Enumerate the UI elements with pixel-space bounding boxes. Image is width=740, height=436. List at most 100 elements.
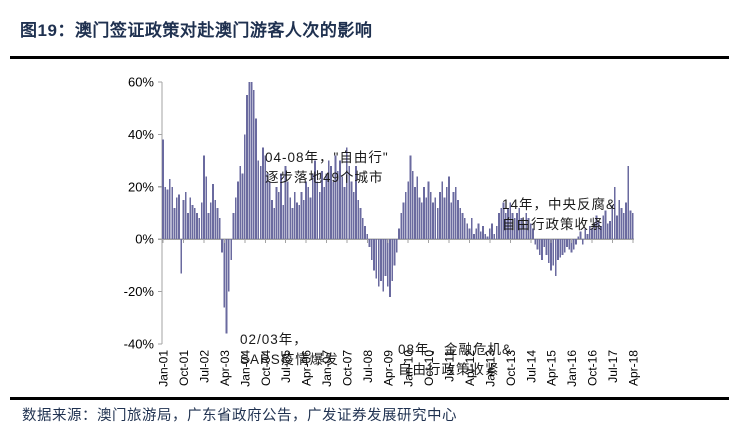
bar (536, 239, 539, 250)
y-axis-tick-label: -40% (124, 337, 155, 352)
bar (164, 186, 167, 240)
bar (187, 213, 189, 240)
data-source-note: 数据来源：澳门旅游局，广东省政府公告，广发证券发展研究中心 (22, 408, 457, 424)
annotation-line: 14年，中央反腐& (502, 197, 617, 212)
bar (264, 155, 267, 240)
x-axis-tick-label: Jul-17 (606, 350, 620, 383)
x-axis-tick-label: Jul-02 (197, 350, 211, 383)
bar (509, 202, 512, 240)
bar (416, 176, 419, 240)
bar (432, 202, 434, 240)
bar (198, 218, 201, 240)
bar (423, 186, 425, 240)
x-axis-tick-label: Apr-09 (381, 350, 395, 386)
annotation-line: 自由行政策收紧 (502, 217, 604, 232)
bar (252, 89, 255, 240)
bar (273, 207, 276, 240)
bar (380, 239, 382, 282)
bar (323, 186, 326, 240)
bar (382, 239, 385, 292)
bar (588, 226, 591, 240)
bar (484, 233, 487, 240)
annotation-line: 08年，金融危机& (398, 342, 513, 357)
x-axis-tick-label: Jul-08 (361, 350, 375, 383)
x-axis-tick-label: Apr-03 (218, 350, 232, 386)
bar (466, 223, 468, 240)
figure-title: 图19：澳门签证政策对赴澳门游客人次的影响 (20, 21, 373, 40)
bar (391, 239, 394, 282)
bar (618, 199, 621, 240)
bar (336, 171, 339, 240)
bar (228, 239, 230, 292)
bar (523, 223, 525, 240)
annotation-line: SARS疫情爆发 (240, 352, 339, 367)
bar (400, 213, 403, 240)
bar (355, 165, 357, 240)
bar (311, 173, 314, 240)
bar (373, 239, 375, 271)
bar (178, 194, 180, 240)
bar (570, 239, 573, 253)
chart-area: 60% 40% 20% 0% -20% -40% Jan-01 Oct-01 Jul-02 Apr… (0, 62, 740, 398)
bar (307, 186, 310, 240)
bar (398, 228, 400, 240)
bar (221, 239, 223, 253)
bar (330, 165, 332, 240)
bar (566, 239, 568, 248)
bar (543, 239, 546, 248)
bar (386, 239, 389, 287)
bar (230, 239, 232, 261)
bar (488, 228, 491, 240)
bar (622, 213, 625, 240)
bar (572, 239, 575, 250)
bar (271, 199, 273, 240)
bar (255, 118, 257, 240)
bar (557, 239, 559, 261)
y-axis-tick-label: 20% (128, 179, 154, 194)
bar (629, 210, 632, 240)
x-axis-tick-label: Jul-11 (443, 350, 457, 382)
bar (318, 192, 321, 240)
bar (584, 228, 586, 240)
bar (377, 239, 380, 287)
bar (448, 176, 450, 240)
x-axis-tick-label: Apr-06 (300, 350, 314, 386)
bar (477, 223, 480, 240)
bar (209, 202, 212, 240)
bar (575, 239, 577, 245)
bar (248, 82, 251, 240)
bar (427, 181, 430, 240)
x-axis-tick-label: Jul-05 (279, 350, 293, 383)
bar (457, 199, 459, 240)
annotation-free-travel-rollout: 04-08年，"自由行" 逐步落地49个城市 (265, 148, 389, 188)
y-axis-tick-label: 60% (128, 75, 154, 90)
bar (298, 205, 301, 240)
bar (468, 228, 471, 240)
bar (577, 236, 580, 240)
bar (257, 160, 260, 240)
bar (568, 239, 571, 250)
bar (547, 239, 550, 263)
bar (511, 213, 514, 240)
x-axis-tick-label: Oct-04 (259, 350, 273, 386)
bar (627, 165, 630, 240)
bar (538, 239, 541, 255)
x-axis-tick-label: Jan-07 (320, 350, 334, 387)
bar (166, 189, 169, 240)
bar (284, 165, 287, 240)
bar (479, 231, 482, 240)
x-axis-tick-label: Apr-12 (463, 350, 477, 386)
bar (171, 186, 173, 240)
bar (232, 213, 235, 240)
bar (321, 171, 323, 240)
bar (218, 218, 221, 240)
bar (234, 197, 237, 240)
bar (502, 202, 505, 240)
bar (277, 192, 280, 240)
bar (520, 218, 523, 240)
bar (625, 202, 627, 240)
bar (395, 239, 398, 253)
bar (327, 160, 330, 240)
bar (216, 207, 219, 240)
bar (579, 231, 582, 240)
